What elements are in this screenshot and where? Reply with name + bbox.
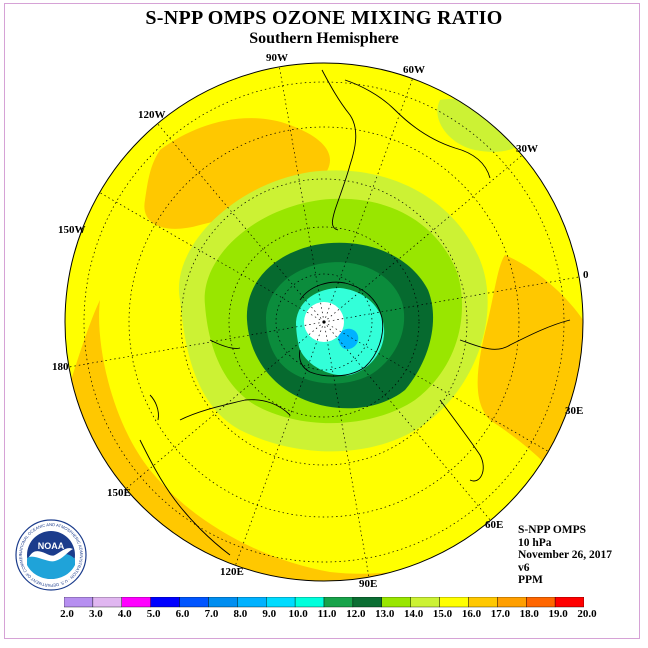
colorbar-swatch bbox=[266, 597, 296, 608]
colorbar-swatch bbox=[352, 597, 382, 608]
colorbar-tick-label: 9.0 bbox=[262, 608, 277, 620]
noaa-logo: NOAA NATIONAL OCEANIC AND ATMOSPHERIC AD… bbox=[15, 519, 87, 591]
lon-label-30w: 30W bbox=[516, 143, 538, 155]
lon-label-180: 180 bbox=[52, 361, 69, 373]
info-level: 10 hPa bbox=[518, 536, 552, 549]
colorbar-swatch bbox=[121, 597, 151, 608]
lon-label-150w: 150W bbox=[58, 224, 86, 236]
field-14-15-cap-ne bbox=[437, 99, 521, 152]
info-version: v6 bbox=[518, 561, 530, 574]
coastlines bbox=[139, 69, 571, 556]
colorbar-swatch bbox=[410, 597, 440, 608]
field-16-17-lobe-north bbox=[144, 118, 330, 229]
colorbar-tick-label: 17.0 bbox=[490, 608, 510, 620]
colorbar-swatch bbox=[208, 597, 238, 608]
lon-label-0: 0 bbox=[583, 269, 589, 281]
colorbar-tick-label: 5.0 bbox=[146, 608, 161, 620]
lon-label-120w: 120W bbox=[138, 109, 166, 121]
colorbar-tick-label: 15.0 bbox=[432, 608, 453, 620]
colorbar-tick-label: 3.0 bbox=[89, 608, 103, 620]
lon-label-30e: 30E bbox=[565, 405, 583, 417]
lon-label-60e: 60E bbox=[485, 519, 503, 531]
colorbar-swatch bbox=[439, 597, 469, 608]
info-block: S-NPP OMPS 10 hPa November 26, 2017 v6 P… bbox=[518, 524, 612, 587]
colorbar-tick-label: 18.0 bbox=[519, 608, 539, 620]
colorbar-tick-label: 13.0 bbox=[375, 608, 395, 620]
lon-label-120e: 120E bbox=[220, 566, 244, 578]
colorbar-swatch bbox=[554, 597, 584, 608]
colorbar-swatch bbox=[237, 597, 267, 608]
graticule bbox=[69, 67, 579, 577]
colorbar bbox=[64, 597, 584, 608]
colorbar-tick-label: 8.0 bbox=[233, 608, 248, 620]
colorbar-tick-label: 4.0 bbox=[117, 608, 132, 620]
lon-label-150e: 150E bbox=[107, 487, 131, 499]
colorbar-tick-label: 16.0 bbox=[461, 608, 482, 620]
colorbar-tick-label: 6.0 bbox=[175, 608, 190, 620]
colorbar-tick-label: 14.0 bbox=[404, 608, 424, 620]
svg-text:NOAA: NOAA bbox=[38, 541, 65, 551]
colorbar-tick-label: 10.0 bbox=[288, 608, 308, 620]
colorbar-tick-label: 19.0 bbox=[548, 608, 568, 620]
colorbar-swatch bbox=[497, 597, 527, 608]
colorbar-tick-label: 20.0 bbox=[577, 608, 597, 620]
colorbar-swatch bbox=[526, 597, 556, 608]
lon-label-90e: 90E bbox=[359, 578, 377, 590]
field-9-10-patch bbox=[338, 328, 359, 350]
colorbar-swatch bbox=[323, 597, 354, 608]
map-title: S-NPP OMPS OZONE MIXING RATIO bbox=[145, 7, 503, 29]
pole-marker bbox=[322, 320, 326, 324]
info-date: November 26, 2017 bbox=[518, 549, 613, 561]
info-instrument: S-NPP OMPS bbox=[518, 524, 587, 536]
colorbar-tick-label: 12.0 bbox=[346, 608, 366, 620]
info-units: PPM bbox=[518, 574, 543, 586]
colorbar-swatch bbox=[64, 597, 94, 608]
globe-outline bbox=[64, 62, 584, 582]
colorbar-tick-label: 2.0 bbox=[60, 608, 74, 620]
colorbar-swatch bbox=[381, 597, 411, 608]
field-16-17-lobe-pacific bbox=[65, 300, 583, 581]
map-subtitle: Southern Hemisphere bbox=[249, 30, 399, 47]
colorbar-swatch bbox=[150, 597, 180, 608]
colorbar-swatch bbox=[179, 597, 209, 608]
colorbar-swatch bbox=[468, 597, 498, 608]
colorbar-tick-label: 11.0 bbox=[317, 608, 337, 620]
figure-frame bbox=[4, 3, 640, 639]
colorbar-swatch bbox=[294, 597, 325, 608]
lon-label-90w: 90W bbox=[266, 52, 288, 64]
colorbar-tick-label: 7.0 bbox=[204, 608, 219, 620]
field-16-17-inner-pacific bbox=[150, 400, 481, 526]
colorbar-swatch bbox=[92, 597, 122, 608]
lon-label-60w: 60W bbox=[403, 64, 425, 76]
